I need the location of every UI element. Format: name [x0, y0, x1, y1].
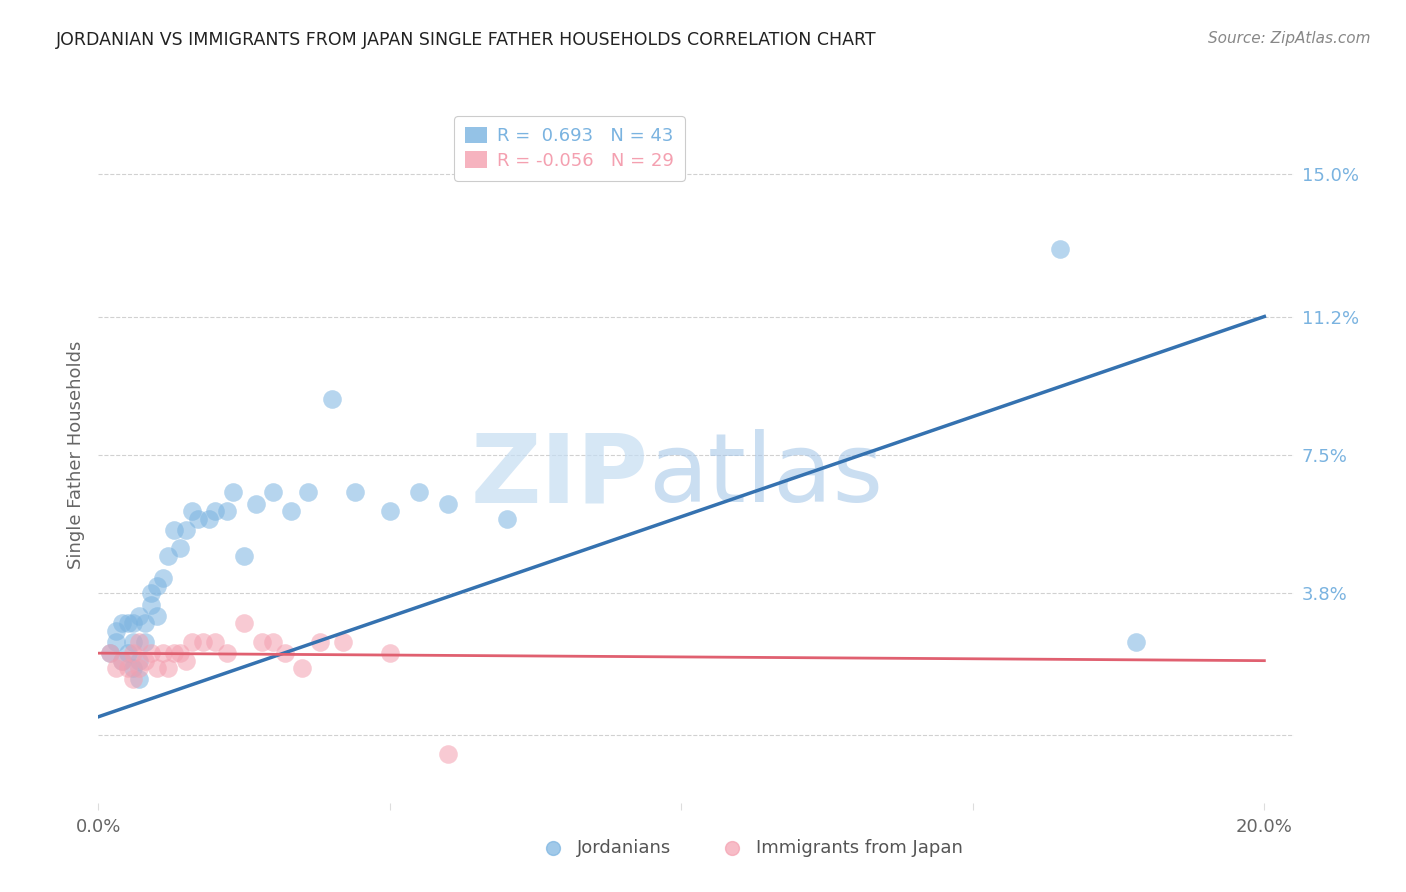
Point	[98, 646, 121, 660]
Point	[437, 497, 460, 511]
Point	[262, 485, 284, 500]
Point	[169, 541, 191, 556]
Point	[309, 635, 332, 649]
Point	[134, 616, 156, 631]
Text: ZIP: ZIP	[470, 429, 648, 523]
Text: Source: ZipAtlas.com: Source: ZipAtlas.com	[1208, 31, 1371, 46]
Point	[139, 598, 162, 612]
Point	[332, 635, 354, 649]
Point	[134, 635, 156, 649]
Point	[1049, 242, 1071, 256]
Point	[117, 616, 139, 631]
Point	[274, 646, 297, 660]
Point	[111, 654, 134, 668]
Point	[122, 661, 145, 675]
Point	[262, 635, 284, 649]
Point	[245, 497, 267, 511]
Point	[122, 673, 145, 687]
Point	[233, 616, 256, 631]
Point	[104, 661, 127, 675]
Point	[250, 635, 273, 649]
Point	[233, 549, 256, 563]
Point	[122, 646, 145, 660]
Point	[111, 616, 134, 631]
Point	[128, 635, 150, 649]
Point	[180, 635, 202, 649]
Point	[193, 635, 215, 649]
Text: atlas: atlas	[648, 429, 883, 523]
Text: Jordanians: Jordanians	[576, 839, 671, 857]
Point	[408, 485, 430, 500]
Point	[145, 608, 167, 623]
Point	[128, 673, 150, 687]
Point	[157, 661, 180, 675]
Point	[221, 485, 243, 500]
Point	[198, 511, 221, 525]
Point	[157, 549, 180, 563]
Point	[343, 485, 366, 500]
Point	[297, 485, 319, 500]
Point	[152, 646, 174, 660]
Point	[117, 661, 139, 675]
Point	[145, 661, 167, 675]
Point	[111, 654, 134, 668]
Text: JORDANIAN VS IMMIGRANTS FROM JAPAN SINGLE FATHER HOUSEHOLDS CORRELATION CHART: JORDANIAN VS IMMIGRANTS FROM JAPAN SINGL…	[56, 31, 877, 49]
Point	[139, 586, 162, 600]
Point	[204, 635, 226, 649]
Point	[128, 654, 150, 668]
Point	[321, 392, 343, 406]
Point	[145, 579, 167, 593]
Point	[280, 504, 302, 518]
Point	[378, 646, 401, 660]
Point	[291, 661, 314, 675]
Y-axis label: Single Father Households: Single Father Households	[66, 341, 84, 569]
Point	[186, 511, 208, 525]
Point	[152, 571, 174, 585]
Point	[163, 646, 186, 660]
Point	[128, 608, 150, 623]
Point	[122, 635, 145, 649]
Point	[495, 511, 517, 525]
Point	[139, 646, 162, 660]
Point	[215, 504, 238, 518]
Point	[117, 646, 139, 660]
Point	[104, 624, 127, 638]
Point	[122, 616, 145, 631]
Point	[204, 504, 226, 518]
Point	[98, 646, 121, 660]
Point	[134, 654, 156, 668]
Point	[104, 635, 127, 649]
Point	[169, 646, 191, 660]
Point	[174, 523, 197, 537]
Point	[1125, 635, 1147, 649]
Point	[437, 747, 460, 761]
Text: Immigrants from Japan: Immigrants from Japan	[756, 839, 963, 857]
Point	[215, 646, 238, 660]
Legend: R =  0.693   N = 43, R = -0.056   N = 29: R = 0.693 N = 43, R = -0.056 N = 29	[454, 116, 685, 180]
Point	[163, 523, 186, 537]
Point	[378, 504, 401, 518]
Point	[180, 504, 202, 518]
Point	[174, 654, 197, 668]
Point	[128, 661, 150, 675]
